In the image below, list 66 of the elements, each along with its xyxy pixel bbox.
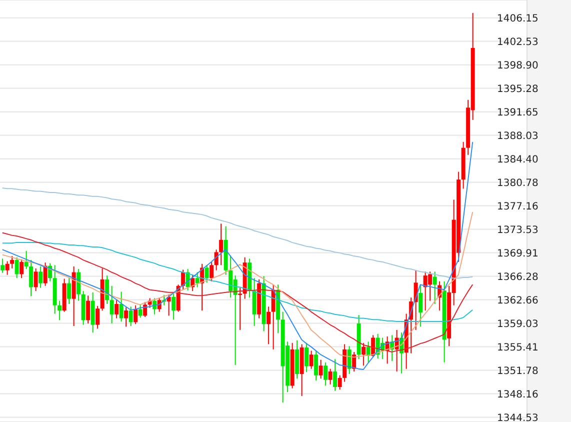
y-tick-label: 1380.78 xyxy=(497,178,538,189)
candlestick xyxy=(181,269,186,290)
candlestick xyxy=(138,304,142,318)
y-tick-label: 1344.53 xyxy=(497,412,538,422)
candlestick xyxy=(34,268,38,292)
candlestick xyxy=(43,262,48,286)
y-tick-label: 1395.28 xyxy=(497,84,538,95)
y-tick-label: 1391.65 xyxy=(497,107,538,118)
candlestick xyxy=(328,368,332,385)
candlestick xyxy=(110,285,114,324)
candlestick xyxy=(347,346,352,375)
candlestick xyxy=(252,278,256,327)
candlestick xyxy=(119,291,124,322)
candlestick xyxy=(143,302,148,318)
y-tick-label: 1373.53 xyxy=(497,224,538,236)
candlestick xyxy=(172,293,176,320)
candlestick xyxy=(238,287,242,330)
candlestick xyxy=(214,249,218,271)
y-tick-label: 1406.15 xyxy=(497,13,538,24)
candlestick xyxy=(418,284,423,328)
y-tick-label: 1398.90 xyxy=(497,60,538,72)
candlestick xyxy=(29,259,34,297)
candlestick xyxy=(204,264,209,284)
candlestick xyxy=(309,350,314,370)
candlestick xyxy=(20,258,24,279)
y-tick-label: 1348.16 xyxy=(497,389,538,400)
candlestick xyxy=(324,362,328,386)
candlestick xyxy=(128,306,133,327)
candlestick xyxy=(432,271,437,305)
candlestick xyxy=(76,268,81,302)
candlestick xyxy=(58,300,62,321)
candlestick xyxy=(114,300,119,319)
candlestick xyxy=(10,256,14,269)
candlestick xyxy=(362,342,366,366)
candlestick xyxy=(124,306,128,328)
y-tick-label: 1388.03 xyxy=(497,130,538,142)
candlestick xyxy=(338,374,342,390)
candlestick xyxy=(304,342,309,373)
y-tick-label: 1362.66 xyxy=(497,295,538,306)
y-tick-label: 1359.03 xyxy=(497,318,538,330)
candlestick xyxy=(134,304,138,325)
y-tick-label: 1351.78 xyxy=(497,366,538,377)
candlestick xyxy=(266,306,271,345)
line-series xyxy=(2,141,474,370)
candlestick xyxy=(24,250,28,270)
y-tick-label: 1366.28 xyxy=(497,272,538,283)
candlestick xyxy=(314,350,318,382)
candlestick xyxy=(90,292,95,334)
candlestick xyxy=(219,223,224,266)
y-tick-label: 1402.53 xyxy=(497,36,538,48)
line-series xyxy=(2,242,474,322)
candlestick xyxy=(14,256,19,279)
candlestick xyxy=(333,358,338,392)
candlestick xyxy=(0,258,5,274)
candlestick xyxy=(195,272,200,288)
y-tick-label: 1369.91 xyxy=(497,248,538,260)
candlestick xyxy=(38,266,43,288)
y-tick-label: 1384.40 xyxy=(497,154,538,166)
candlestick xyxy=(86,295,90,324)
candlestick xyxy=(67,278,72,305)
candlestick xyxy=(210,261,214,282)
y-tick-label: 1355.41 xyxy=(497,342,538,354)
candlestick xyxy=(5,260,10,276)
y-tick-label: 1377.16 xyxy=(497,201,538,212)
candlestick xyxy=(96,305,100,330)
candlestick xyxy=(318,359,323,380)
